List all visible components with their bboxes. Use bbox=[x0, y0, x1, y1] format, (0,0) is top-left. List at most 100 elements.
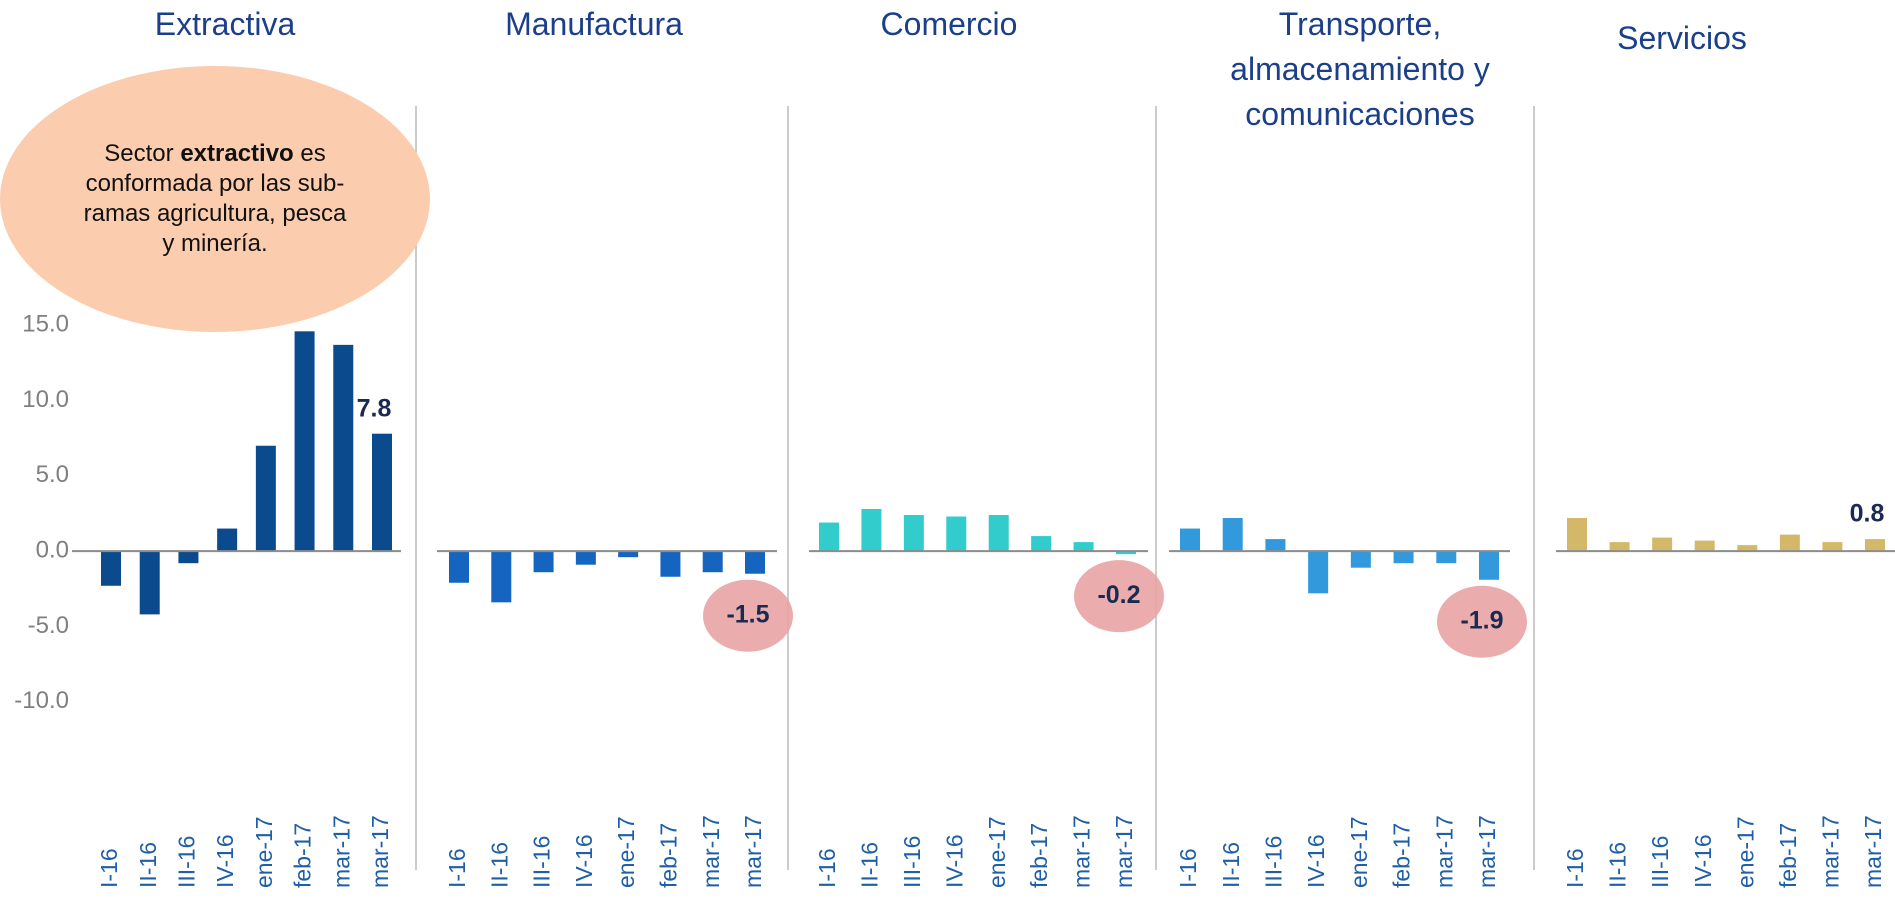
y-tick-label: 0.0 bbox=[36, 536, 69, 563]
annotation: Sector extractivo es conformada por las … bbox=[80, 139, 350, 259]
x-tick-label: feb-17 bbox=[1775, 823, 1801, 888]
x-tick-label: III-16 bbox=[1647, 836, 1673, 888]
value-label: -0.2 bbox=[1097, 581, 1140, 609]
bar bbox=[449, 551, 469, 583]
panel-title: Extractiva bbox=[154, 6, 296, 42]
bar bbox=[1822, 542, 1843, 552]
x-tick-label: mar-17 bbox=[1069, 815, 1095, 888]
bar bbox=[1479, 551, 1499, 580]
y-tick-label: 10.0 bbox=[22, 386, 69, 413]
x-tick-label: mar-17 bbox=[1111, 815, 1137, 888]
panel-title: Manufactura bbox=[505, 6, 683, 42]
x-tick-label: III-16 bbox=[1261, 836, 1287, 888]
value-label: 7.8 bbox=[357, 394, 392, 422]
panel-title: Transporte, almacenamiento y comunicacio… bbox=[1230, 6, 1490, 132]
bar bbox=[1436, 551, 1457, 564]
x-tick-label: mar-17 bbox=[1818, 815, 1844, 888]
panel-title: Servicios bbox=[1617, 20, 1747, 56]
bar bbox=[333, 344, 354, 552]
x-tick-label: ene-17 bbox=[613, 816, 639, 888]
annotation-bubble: Sector extractivo es conformada por las … bbox=[0, 66, 430, 332]
x-tick-label: IV-16 bbox=[941, 834, 967, 888]
bar bbox=[946, 516, 967, 552]
highlight-circle bbox=[703, 579, 793, 652]
x-tick-label: feb-17 bbox=[656, 823, 682, 888]
x-tick-label: feb-17 bbox=[1389, 823, 1415, 888]
bar bbox=[660, 551, 681, 577]
x-tick-label: II-16 bbox=[486, 842, 512, 888]
panel-title: Comercio bbox=[880, 6, 1018, 42]
x-tick-label: ene-17 bbox=[1732, 816, 1758, 888]
bar bbox=[1073, 542, 1094, 552]
annotation-text: Sector bbox=[104, 140, 181, 167]
bar bbox=[101, 551, 121, 586]
bar bbox=[1779, 534, 1800, 552]
bar bbox=[294, 331, 315, 552]
x-tick-label: I-16 bbox=[444, 848, 470, 888]
bar bbox=[1031, 536, 1052, 552]
bar bbox=[1652, 537, 1673, 552]
x-tick-label: mar-17 bbox=[1860, 815, 1886, 888]
x-tick-label: III-16 bbox=[899, 836, 925, 888]
bar bbox=[1308, 551, 1329, 594]
x-tick-label: mar-17 bbox=[1431, 815, 1457, 888]
x-tick-label: II-16 bbox=[135, 842, 161, 888]
bar bbox=[255, 445, 276, 552]
x-tick-label: I-16 bbox=[96, 848, 122, 888]
bar bbox=[491, 551, 512, 603]
bar bbox=[819, 522, 839, 552]
bar bbox=[1180, 528, 1200, 552]
x-tick-label: mar-17 bbox=[1474, 815, 1500, 888]
bar bbox=[745, 551, 765, 574]
x-tick-label: ene-17 bbox=[984, 816, 1010, 888]
x-tick-label: mar-17 bbox=[740, 815, 766, 888]
bar bbox=[618, 551, 639, 558]
x-tick-label: I-16 bbox=[1562, 848, 1588, 888]
bar bbox=[217, 528, 238, 552]
x-tick-label: I-16 bbox=[1175, 848, 1201, 888]
bar bbox=[861, 508, 882, 552]
bar bbox=[1222, 518, 1243, 552]
x-tick-label: IV-16 bbox=[571, 834, 597, 888]
bar bbox=[533, 551, 554, 573]
y-tick-label: 5.0 bbox=[36, 461, 69, 488]
x-tick-label: IV-16 bbox=[212, 834, 238, 888]
bar bbox=[139, 551, 160, 615]
value-label: 0.8 bbox=[1850, 500, 1885, 528]
bar bbox=[1116, 551, 1136, 555]
bar bbox=[1265, 539, 1286, 552]
bar bbox=[702, 551, 723, 573]
bar bbox=[988, 515, 1009, 552]
x-tick-label: III-16 bbox=[174, 836, 200, 888]
highlight-circle bbox=[1437, 585, 1527, 658]
value-label: -1.5 bbox=[726, 600, 769, 628]
x-tick-label: feb-17 bbox=[1026, 823, 1052, 888]
y-tick-label: 15.0 bbox=[22, 311, 69, 338]
bar bbox=[1609, 542, 1630, 552]
x-tick-label: IV-16 bbox=[1303, 834, 1329, 888]
x-tick-label: II-16 bbox=[1218, 842, 1244, 888]
bar bbox=[1865, 539, 1885, 552]
highlight-circle bbox=[1074, 560, 1164, 633]
x-tick-label: III-16 bbox=[529, 836, 555, 888]
bar bbox=[372, 433, 392, 552]
annotation-bold: extractivo bbox=[180, 140, 294, 167]
annotation-text: es conformada por las sub-ramas agricult… bbox=[83, 140, 347, 257]
y-tick-label: -5.0 bbox=[28, 612, 69, 639]
value-label: -1.9 bbox=[1460, 606, 1503, 634]
bar bbox=[1393, 551, 1414, 564]
y-tick-label: -10.0 bbox=[14, 687, 69, 714]
bar bbox=[1567, 518, 1587, 552]
x-tick-label: I-16 bbox=[814, 848, 840, 888]
x-tick-label: ene-17 bbox=[1346, 816, 1372, 888]
bar bbox=[178, 551, 199, 564]
x-tick-label: mar-17 bbox=[328, 815, 354, 888]
bar bbox=[1350, 551, 1371, 568]
x-tick-label: IV-16 bbox=[1690, 834, 1716, 888]
x-tick-label: feb-17 bbox=[290, 823, 316, 888]
x-tick-label: mar-17 bbox=[367, 815, 393, 888]
bar bbox=[903, 515, 924, 552]
x-tick-label: mar-17 bbox=[698, 815, 724, 888]
